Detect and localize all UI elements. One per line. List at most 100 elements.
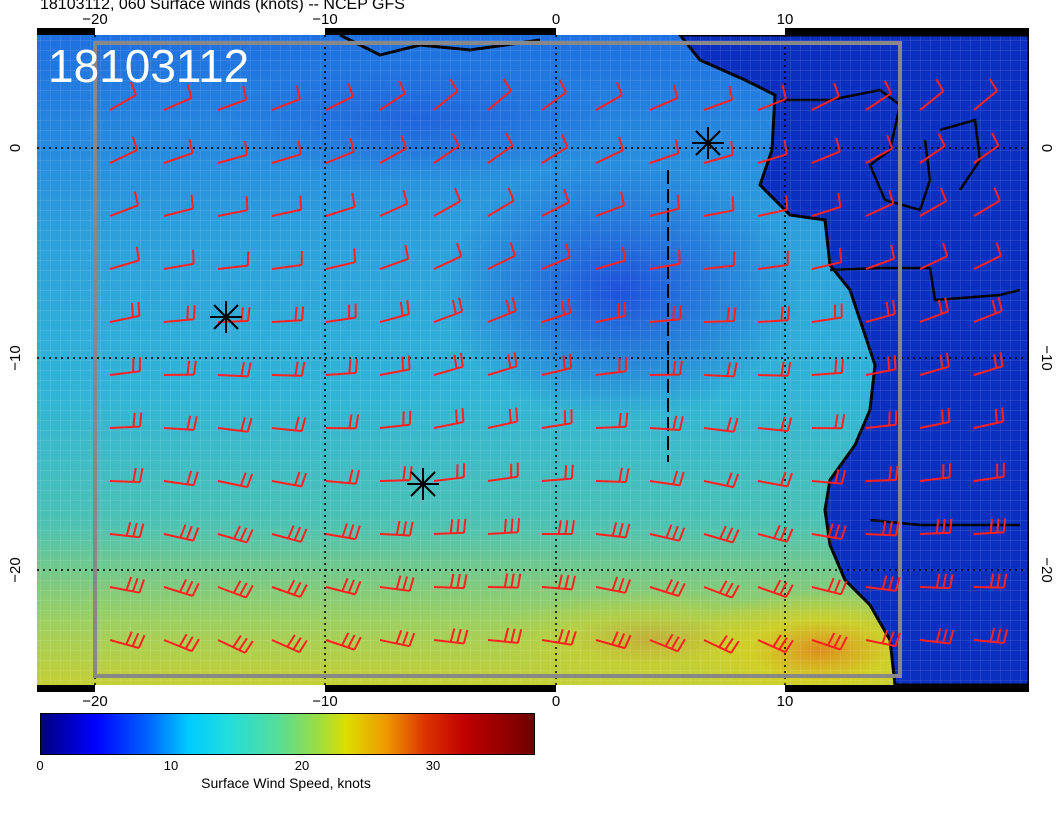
wind-barb: [865, 134, 894, 164]
wind-barb: [217, 580, 254, 599]
wind-barb: [757, 471, 793, 488]
colorbar-label: Surface Wind Speed, knots: [201, 775, 371, 791]
wind-barb: [919, 78, 945, 111]
wind-barb: [163, 305, 196, 323]
wind-barb: [433, 133, 460, 164]
wind-barb: [271, 140, 302, 164]
wind-barb: [271, 195, 303, 217]
wind-barb: [973, 573, 1008, 589]
wind-barb: [757, 306, 791, 323]
wind-barb: [757, 250, 789, 270]
wind-barb: [325, 192, 356, 217]
wind-barb: [649, 194, 681, 217]
wind-barb: [811, 303, 843, 323]
wind-barb: [433, 78, 459, 111]
wind-barb: [217, 306, 251, 323]
wind-barb: [595, 631, 632, 650]
wind-barb: [919, 573, 954, 590]
right-axis-label: −20: [1038, 557, 1055, 582]
wind-barb: [325, 303, 357, 323]
wind-barb: [811, 137, 841, 164]
wind-barb: [757, 140, 788, 164]
wind-barb: [379, 300, 410, 323]
wind-barb: [757, 579, 794, 598]
wind-barb: [919, 297, 950, 323]
wind-barb: [487, 297, 517, 323]
wind-barb: [973, 297, 1003, 323]
colorbar: [40, 713, 535, 755]
wind-barb: [649, 470, 685, 487]
wind-barb: [703, 306, 737, 323]
wind-barb: [703, 417, 739, 433]
left-axis-label: −10: [7, 345, 24, 370]
wind-barb: [433, 187, 462, 217]
wind-barb: [109, 631, 146, 649]
wind-barb: [379, 80, 406, 111]
wind-barb: [973, 242, 1002, 270]
wind-barb: [595, 522, 631, 539]
wind-barb: [541, 409, 573, 429]
wind-barb: [595, 467, 630, 483]
wind-barb: [757, 85, 787, 111]
wind-barb: [109, 357, 141, 376]
wind-barb: [271, 634, 308, 654]
wind-barb: [865, 465, 899, 482]
wind-barb: [973, 462, 1005, 482]
wind-barb: [163, 194, 194, 217]
wind-barb: [973, 187, 1001, 217]
wind-barb: [757, 634, 794, 654]
wind-barb: [541, 353, 573, 376]
wind-barb: [433, 242, 463, 270]
wind-barb: [271, 471, 307, 488]
top-axis-label: 0: [552, 11, 560, 28]
wind-barb: [163, 360, 197, 376]
wind-barb: [325, 523, 361, 541]
wind-barb: [865, 80, 892, 111]
wind-barb: [433, 628, 469, 645]
wind-barb: [649, 249, 681, 270]
wind-barb: [379, 629, 416, 648]
wind-barb: [865, 189, 895, 217]
wind-barb: [811, 523, 847, 540]
wind-barb: [163, 415, 198, 431]
wind-barb: [541, 574, 576, 591]
wind-barb: [811, 192, 842, 217]
wind-barb: [433, 573, 468, 590]
wind-barb: [541, 79, 568, 111]
wind-barb: [217, 525, 254, 544]
wind-barb: [109, 81, 137, 111]
wind-barb: [271, 306, 305, 323]
wind-barb: [541, 464, 574, 482]
wind-barb: [163, 633, 200, 653]
colorbar-tick: 0: [36, 758, 44, 773]
top-axis-label: −20: [82, 11, 107, 28]
wind-barb: [919, 133, 946, 164]
wind-barb: [541, 629, 577, 646]
wind-barb: [379, 410, 412, 429]
wind-barb: [217, 362, 252, 378]
wind-barb: [325, 414, 360, 430]
wind-barb: [703, 472, 740, 489]
map-date-label: 18103112: [48, 40, 249, 92]
wind-barb: [163, 249, 195, 270]
wind-barb: [595, 191, 626, 217]
wind-barb: [919, 407, 951, 429]
wind-barb: [811, 248, 843, 270]
wind-barb: [649, 524, 686, 542]
left-axis-label: −20: [7, 557, 24, 582]
wind-barb: [109, 576, 145, 594]
wind-barb: [703, 196, 735, 217]
wind-barb: [811, 414, 846, 430]
wind-barb: [649, 360, 683, 376]
wind-barb: [109, 191, 139, 217]
wind-barb: [595, 576, 632, 594]
colorbar-tick: 10: [163, 758, 179, 773]
wind-barb: [919, 242, 949, 270]
wind-barb: [217, 634, 254, 654]
wind-barb: [109, 301, 141, 323]
wind-barb: [973, 518, 1007, 535]
wind-barb: [703, 85, 734, 111]
wind-barb: [217, 85, 248, 111]
bottom-axis-label: −20: [82, 693, 107, 710]
left-axis-label: 0: [7, 144, 24, 152]
